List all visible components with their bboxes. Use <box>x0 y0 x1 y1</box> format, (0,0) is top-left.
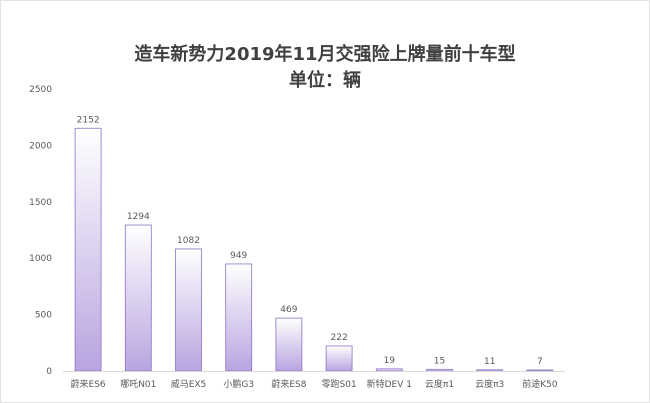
x-tick-label: 前途K50 <box>522 378 558 390</box>
data-label: 19 <box>384 356 396 366</box>
bar <box>526 369 554 372</box>
y-axis: 0 500 1000 1500 2000 2500 <box>29 85 52 377</box>
data-label: 11 <box>484 357 495 367</box>
bar <box>476 369 504 372</box>
data-label: 1082 <box>177 236 200 246</box>
bar <box>275 317 303 372</box>
x-tick-label: 蔚来ES8 <box>271 378 306 390</box>
data-label: 222 <box>331 333 348 343</box>
chart-title: 造车新势力2019年11月交强险上牌量前十车型 <box>134 44 516 65</box>
chart-subtitle: 单位：辆 <box>289 70 361 91</box>
data-label: 7 <box>537 357 543 367</box>
data-label: 15 <box>434 356 445 366</box>
bar-series <box>74 127 554 372</box>
data-labels: 2152 1294 1082 949 469 222 19 15 11 7 <box>77 115 543 367</box>
y-tick-label: 1500 <box>29 198 52 208</box>
y-tick-label: 2000 <box>29 141 52 151</box>
x-tick-label: 蔚来ES6 <box>71 378 106 390</box>
y-tick-label: 0 <box>46 367 52 377</box>
x-tick-label: 新特DEV 1 <box>367 378 412 390</box>
y-tick-label: 2500 <box>29 85 52 95</box>
data-label: 469 <box>280 305 297 315</box>
bar <box>426 368 453 372</box>
data-label: 1294 <box>127 212 150 222</box>
y-tick-label: 1000 <box>29 254 52 264</box>
y-tick-label: 500 <box>35 311 52 321</box>
data-label: 949 <box>230 251 247 261</box>
bar <box>175 248 202 372</box>
x-tick-label: 云度π3 <box>475 378 504 390</box>
data-label: 2152 <box>77 115 100 125</box>
bar <box>124 224 152 372</box>
x-tick-label: 威马EX5 <box>171 378 207 390</box>
bar <box>325 345 353 372</box>
x-tick-label: 小鹏G3 <box>223 378 254 390</box>
bar <box>375 368 403 372</box>
bar <box>225 263 253 372</box>
x-tick-label: 云度π1 <box>425 378 454 390</box>
x-tick-label: 零跑S01 <box>322 378 357 390</box>
x-tick-label: 哪吒N01 <box>120 379 156 390</box>
bar <box>74 127 102 372</box>
x-axis: 蔚来ES6 哪吒N01 威马EX5 小鹏G3 蔚来ES8 零跑S01 新特DEV 1 云度π1… <box>63 371 565 390</box>
